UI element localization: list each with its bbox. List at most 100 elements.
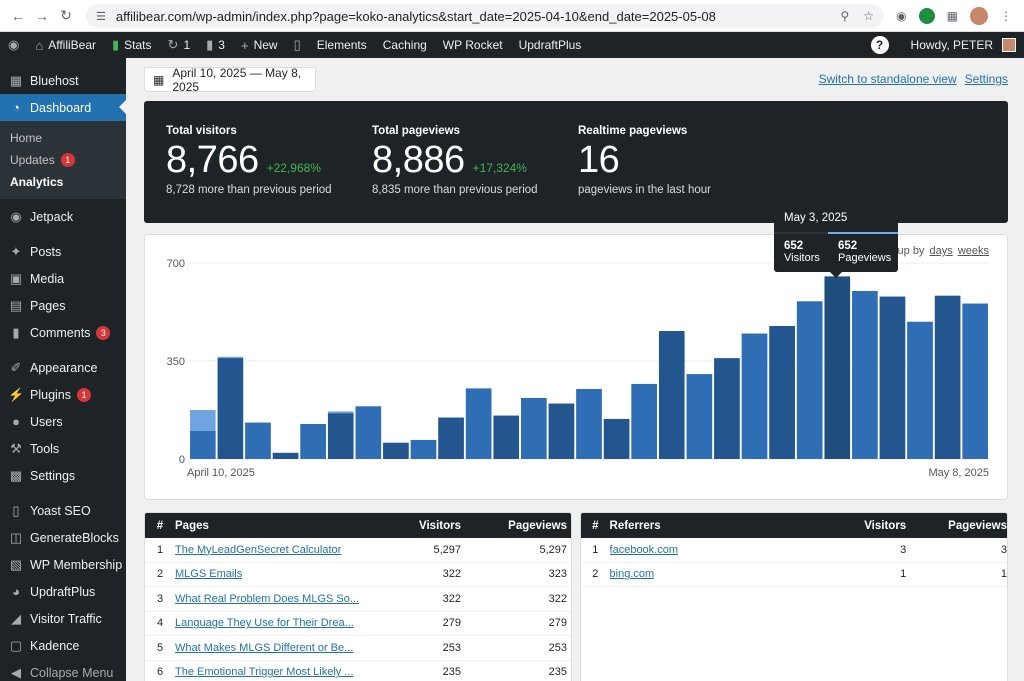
forward-icon[interactable]: → — [35, 7, 49, 24]
sidebar-item-appearance[interactable]: ✐ Appearance — [0, 354, 126, 381]
row-link[interactable]: What Makes MLGS Different or Be... — [175, 641, 354, 654]
sidebar-item-collapse-menu[interactable]: ◀ Collapse Menu — [0, 659, 126, 681]
row-link[interactable]: The MyLeadGenSecret Calculator — [175, 543, 342, 556]
sidebar-item-comments[interactable]: ▮ Comments 3 — [0, 319, 126, 346]
sidebar-item-pages[interactable]: ▤ Pages — [9, 297, 66, 313]
back-icon[interactable]: ← — [11, 7, 25, 24]
row-number: 5 — [156, 641, 164, 654]
wp-admin-bar: ◉ ⌂ AffiliBear ▮ Stats ↻ 1 ▮ 3 + New ▯ Elemen… — [0, 32, 1024, 58]
stats-menu[interactable]: ▮ Stats — [112, 37, 152, 52]
url-text[interactable]: affilibear.com/wp-admin/index.php?page=k… — [115, 8, 716, 24]
yoast-icon: ▯ — [12, 502, 20, 518]
sidebar-item-visitor-traffic[interactable]: ◢ Visitor Traffic — [0, 605, 126, 632]
submenu-updates[interactable]: Updates 1 — [0, 149, 126, 171]
help-icon[interactable]: ? — [870, 36, 889, 54]
visitors-bar — [741, 333, 768, 459]
adminbar-caching[interactable]: Caching — [382, 38, 427, 52]
profile-avatar[interactable] — [970, 7, 988, 25]
visitors-bar — [383, 442, 409, 459]
row-visitors: 3 — [900, 543, 907, 556]
referrers-table-header: # Referrers Visitors Pageviews — [581, 513, 1007, 538]
sidebar-item-jetpack[interactable]: ◉ Jetpack — [0, 203, 126, 230]
wordpress-logo-menu[interactable]: ◉ — [0, 32, 27, 58]
sidebar-item-kadence[interactable]: ▢ Kadence — [9, 637, 80, 653]
settings-link[interactable]: Settings — [964, 72, 1008, 86]
comments-badge: 3 — [96, 325, 111, 340]
realtime-pageviews-box: Realtime pageviews 16 pageviews in the l… — [578, 125, 711, 196]
wordpress-logo-icon: ◉ — [8, 37, 20, 52]
submenu-home[interactable]: Home — [10, 131, 43, 145]
sidebar-item-users[interactable]: ● Users — [0, 408, 126, 435]
visitors-bar — [272, 452, 299, 459]
y-tick-label: 0 — [179, 454, 185, 466]
total-visitors-label: Total visitors — [166, 125, 237, 137]
visitors-bar — [962, 303, 988, 459]
row-link[interactable]: MLGS Emails — [175, 568, 243, 581]
sidebar-item-plugins[interactable]: ⚡ Plugins 1 — [0, 381, 126, 408]
reload-icon[interactable]: ↻ — [60, 7, 72, 23]
sidebar-item-updraftplus[interactable]: ◕ UpdraftPlus — [0, 578, 126, 605]
row-link[interactable]: bing.com — [609, 568, 655, 581]
address-bar[interactable]: ☰ affilibear.com/wp-admin/index.php?page… — [86, 4, 884, 28]
sidebar-item-bluehost[interactable]: ▦ Bluehost — [9, 72, 79, 88]
yoast-menu[interactable]: ▯ — [286, 32, 309, 58]
visitors-bar — [521, 397, 547, 459]
pageviews-bar-chart[interactable]: 0 350 700 April 10, 2025 May 8, 2025 — [145, 235, 1007, 499]
row-number: 4 — [156, 617, 164, 630]
browser-menu-icon[interactable]: ⋮ — [1000, 9, 1012, 23]
date-range-picker[interactable]: ▦ April 10, 2025 — May 8, 2025 — [144, 66, 316, 94]
comments-menu[interactable]: ▮ 3 — [206, 37, 225, 52]
row-link[interactable]: facebook.com — [609, 543, 679, 556]
row-link[interactable]: What Real Problem Does MLGS So... — [175, 592, 359, 605]
camera-extension-icon[interactable]: ◉ — [896, 9, 907, 23]
table-row: 6 The Emotional Trigger Most Likely ... 23… — [145, 661, 571, 681]
sidebar-item-generateblocks[interactable]: ◫ GenerateBlocks — [9, 529, 119, 545]
bookmark-star-icon[interactable]: ☆ — [863, 9, 874, 23]
tooltip-date: May 3, 2025 — [784, 212, 848, 224]
media-icon: ▣ — [9, 270, 23, 286]
site-name-menu[interactable]: ⌂ AffiliBear — [35, 37, 97, 53]
row-pageviews: 323 — [548, 568, 567, 581]
visitors-bar — [493, 415, 520, 459]
visitors-bar — [879, 296, 906, 459]
sidebar-item-media[interactable]: ▣ Media — [9, 270, 65, 286]
admin-sidebar: ▦ Bluehost ◔ Dashboard Home Updates 1 Analy… — [0, 58, 126, 681]
site-info-icon[interactable]: ☰ — [96, 10, 106, 23]
user-account-menu[interactable]: Howdy, PETER — [903, 32, 1024, 58]
adminbar-elements[interactable]: Elements — [316, 38, 367, 52]
adminbar-updraftplus[interactable]: UpdraftPlus — [518, 38, 582, 52]
visitors-bar — [576, 389, 602, 459]
sidebar-item-posts[interactable]: ✦ Posts — [0, 238, 126, 265]
sidebar-item-dashboard[interactable]: ◔ Dashboard — [0, 94, 126, 121]
table-row: 1 The MyLeadGenSecret Calculator 5,297 5,29… — [145, 538, 571, 563]
visitors-bar — [852, 291, 878, 459]
user-icon: ● — [12, 414, 20, 429]
x-start-label: April 10, 2025 — [187, 467, 255, 479]
submenu-analytics[interactable]: Analytics — [10, 175, 64, 189]
total-visitors-sub: 8,728 more than previous period — [166, 184, 332, 196]
group-by-days-link[interactable]: days — [929, 245, 953, 257]
sidebar-item-settings[interactable]: ▩ Settings — [9, 467, 76, 483]
row-number: 3 — [156, 592, 164, 605]
row-link[interactable]: The Emotional Trigger Most Likely ... — [175, 666, 354, 679]
total-pageviews-box: Total pageviews 8,886 +17,324% 8,835 mor… — [372, 125, 538, 196]
tooltip-visitors-value: 652 — [784, 240, 804, 252]
sidebar-item-tools[interactable]: ⚒ Tools — [0, 435, 126, 462]
totals-panel: Total visitors 8,766 +22,968% 8,728 more… — [144, 101, 1008, 223]
group-by-weeks-link[interactable]: weeks — [957, 245, 989, 257]
brush-icon: ✐ — [10, 359, 22, 375]
row-link[interactable]: Language They Use for Their Drea... — [175, 617, 354, 630]
sidebar-item-wp-membership[interactable]: ▧ WP Membership — [9, 556, 123, 572]
table-row: 2 bing.com 1 1 — [581, 563, 1007, 587]
row-pageviews: 322 — [548, 592, 567, 605]
zoom-icon[interactable]: ⚲ — [840, 9, 850, 23]
standalone-view-link[interactable]: Switch to standalone view — [818, 72, 957, 86]
adminbar-wp-rocket[interactable]: WP Rocket — [442, 38, 503, 52]
new-content-menu[interactable]: + New — [240, 37, 278, 53]
row-pageviews: 235 — [548, 666, 567, 679]
updates-menu[interactable]: ↻ 1 — [167, 37, 191, 52]
extensions-puzzle-icon[interactable]: ▦ — [946, 9, 958, 23]
grammarly-extension-icon[interactable] — [918, 8, 935, 24]
row-pageviews: 1 — [1000, 568, 1007, 581]
sidebar-item-yoast-seo[interactable]: ▯ Yoast SEO — [0, 497, 126, 524]
